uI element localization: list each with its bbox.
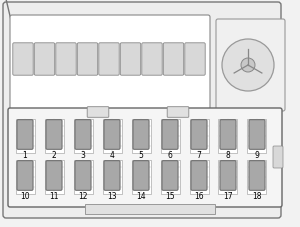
- Text: 17: 17: [223, 191, 233, 200]
- FancyBboxPatch shape: [3, 3, 281, 218]
- Text: 13: 13: [107, 191, 117, 200]
- FancyBboxPatch shape: [273, 146, 283, 168]
- Text: 1: 1: [22, 151, 27, 159]
- FancyBboxPatch shape: [75, 120, 91, 150]
- Text: 2: 2: [52, 151, 56, 159]
- FancyBboxPatch shape: [167, 107, 189, 118]
- FancyBboxPatch shape: [162, 120, 178, 150]
- FancyBboxPatch shape: [120, 44, 141, 76]
- FancyBboxPatch shape: [142, 44, 162, 76]
- Circle shape: [222, 40, 274, 92]
- Bar: [218, 119, 238, 153]
- FancyBboxPatch shape: [104, 120, 120, 150]
- FancyBboxPatch shape: [17, 120, 33, 150]
- Bar: [160, 119, 179, 153]
- FancyBboxPatch shape: [220, 120, 236, 150]
- Bar: [16, 119, 34, 153]
- FancyBboxPatch shape: [216, 20, 285, 111]
- FancyBboxPatch shape: [34, 44, 55, 76]
- Text: 18: 18: [252, 191, 262, 200]
- Text: 11: 11: [49, 191, 59, 200]
- FancyBboxPatch shape: [185, 44, 205, 76]
- Circle shape: [241, 59, 255, 73]
- Bar: [248, 160, 266, 194]
- FancyBboxPatch shape: [191, 120, 207, 150]
- FancyBboxPatch shape: [191, 161, 207, 190]
- FancyBboxPatch shape: [87, 107, 109, 118]
- Text: 6: 6: [168, 151, 172, 159]
- FancyBboxPatch shape: [56, 44, 76, 76]
- Bar: [131, 160, 151, 194]
- FancyBboxPatch shape: [220, 161, 236, 190]
- FancyBboxPatch shape: [99, 44, 119, 76]
- FancyBboxPatch shape: [133, 120, 149, 150]
- Bar: [74, 160, 92, 194]
- FancyBboxPatch shape: [249, 120, 265, 150]
- FancyBboxPatch shape: [13, 44, 33, 76]
- Bar: [16, 160, 34, 194]
- Text: 12: 12: [78, 191, 88, 200]
- FancyBboxPatch shape: [17, 161, 33, 190]
- Text: 15: 15: [165, 191, 175, 200]
- Bar: [85, 204, 215, 214]
- Bar: [103, 119, 122, 153]
- Text: 5: 5: [139, 151, 143, 159]
- Text: 8: 8: [226, 151, 230, 159]
- FancyBboxPatch shape: [10, 16, 210, 114]
- Bar: [103, 160, 122, 194]
- FancyBboxPatch shape: [249, 161, 265, 190]
- FancyBboxPatch shape: [77, 44, 98, 76]
- Text: 14: 14: [136, 191, 146, 200]
- Bar: [160, 160, 179, 194]
- FancyBboxPatch shape: [8, 109, 282, 207]
- Bar: [131, 119, 151, 153]
- Text: 10: 10: [20, 191, 30, 200]
- Text: 7: 7: [196, 151, 201, 159]
- Text: 3: 3: [81, 151, 85, 159]
- Bar: [74, 119, 92, 153]
- FancyBboxPatch shape: [46, 161, 62, 190]
- Bar: [44, 119, 64, 153]
- Bar: [218, 160, 238, 194]
- Text: 16: 16: [194, 191, 204, 200]
- FancyBboxPatch shape: [163, 44, 184, 76]
- Bar: [44, 160, 64, 194]
- Text: 4: 4: [110, 151, 114, 159]
- FancyBboxPatch shape: [104, 161, 120, 190]
- FancyBboxPatch shape: [46, 120, 62, 150]
- FancyBboxPatch shape: [133, 161, 149, 190]
- Bar: [190, 160, 208, 194]
- Bar: [190, 119, 208, 153]
- Bar: [248, 119, 266, 153]
- FancyBboxPatch shape: [162, 161, 178, 190]
- FancyBboxPatch shape: [75, 161, 91, 190]
- Text: 9: 9: [255, 151, 260, 159]
